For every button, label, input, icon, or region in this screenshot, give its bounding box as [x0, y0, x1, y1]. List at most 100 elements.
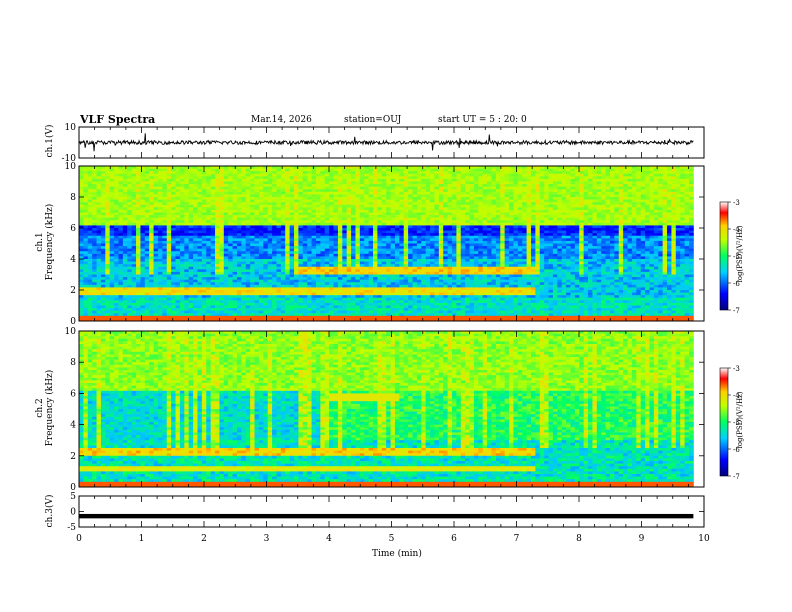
ch1-spectrogram-cell [175, 215, 181, 219]
ch1-spectrogram-cell [96, 297, 102, 301]
ch1-spectrogram-cell [377, 313, 383, 317]
ch1-spectrogram-cell [140, 313, 146, 317]
ch1-spectrogram-cell [298, 197, 304, 200]
ch1-spectrogram-cell [87, 251, 93, 255]
ch1-spectrogram-cell [114, 168, 119, 172]
ch1-spectrogram-cell [241, 243, 247, 247]
ch1-spectrogram-cell [315, 228, 321, 231]
ch1-spectrogram-cell [403, 256, 409, 260]
ch1-spectrogram-cell [215, 259, 220, 262]
ch1-spectrogram-cell [438, 248, 444, 252]
ch1-spectrogram-cell [399, 194, 405, 198]
ch1-spectrogram-cell [100, 230, 106, 234]
ch1-spectrogram-cell [425, 189, 431, 193]
ch1-spectrogram-cell [408, 176, 413, 180]
ch1-spectrogram-cell [315, 202, 321, 206]
ch1-spectrogram-cell [394, 297, 400, 301]
ch1-spectrogram-cell [122, 277, 128, 281]
ch1-spectrogram-cell [140, 310, 146, 314]
ch1-spectrogram-cell [210, 209, 216, 213]
ch1-spectrogram-cell [105, 261, 111, 265]
ch1-spectrogram-cell [105, 287, 111, 291]
ch1-spectrogram-cell [276, 300, 282, 304]
ch1-spectrogram-cell [276, 215, 282, 219]
ch1-spectrogram-cell [100, 178, 106, 182]
ch1-spectrogram-cell [179, 202, 185, 206]
ch1-spectrogram-cell [377, 178, 383, 182]
ch1-spectrogram-cell [114, 302, 119, 306]
ch1-spectrogram-cell [434, 204, 440, 208]
ch1-spectrogram-cell [210, 282, 216, 286]
ch1-spectrogram-cell [337, 238, 343, 242]
ch1-spectrogram-cell [403, 315, 409, 319]
ch1-spectrogram-cell [333, 274, 339, 278]
ch1-spectrogram-cell [346, 199, 352, 203]
ch1-spectrogram-cell [438, 173, 444, 177]
ch1-spectrogram-cell [105, 313, 111, 317]
ch1-spectrogram-cell [408, 168, 413, 172]
ch1-spectrogram-cell [302, 171, 308, 175]
ch1-spectrogram-cell [232, 295, 238, 299]
ch1-spectrogram-cell [368, 282, 374, 286]
ch1-spectrogram-cell [364, 282, 370, 286]
ch1-spectrogram-cell [421, 230, 427, 234]
ch1-spectrogram-cell [157, 284, 163, 288]
ch1-spectrogram-cell [408, 197, 413, 200]
ch1-spectrogram-cell [201, 305, 207, 309]
ch1-spectrogram-cell [342, 181, 348, 185]
ch1-spectrogram-cell [280, 287, 286, 291]
ch1-spectrogram-cell [377, 300, 383, 304]
ch1-spectrogram-cell [320, 220, 326, 224]
ch1-spectrogram-cell [105, 318, 111, 322]
ch1-spectrogram-cell [320, 197, 326, 200]
ch1-spectrogram-cell [399, 230, 405, 234]
ch1-spectrogram-cell [184, 166, 190, 169]
ch1-spectrogram-cell [394, 215, 400, 219]
ch1-spectrogram-cell [298, 284, 304, 288]
ch1-spectrogram-cell [188, 279, 194, 283]
ch1-spectrogram-cell [333, 259, 339, 262]
ch1-spectrogram-cell [276, 243, 282, 247]
ch1-spectrogram-cell [236, 199, 242, 203]
ch1-spectrogram-cell [83, 204, 89, 208]
ch1-spectrogram-cell [368, 235, 374, 239]
ch1-spectrogram-cell [131, 277, 137, 281]
ch1-spectrogram-cell [175, 178, 181, 182]
ch1-spectrogram-cell [127, 215, 133, 219]
ch1-spectrogram-cell [302, 212, 308, 216]
ch1-spectrogram-cell [430, 261, 435, 265]
ch1-spectrogram-cell [430, 251, 435, 255]
ch1-spectrogram-cell [364, 233, 370, 237]
ch1-spectrogram-cell [197, 212, 203, 216]
ch1-spectrogram-cell [232, 217, 238, 221]
ch1-spectrogram-cell [333, 168, 339, 172]
ch1-spectrogram-cell [412, 220, 418, 224]
ch1-spectrogram-cell [184, 246, 190, 250]
ch1-spectrogram-cell [272, 233, 277, 237]
ch1-spectrogram-cell [228, 209, 233, 213]
ch1-spectrogram-cell [430, 235, 435, 239]
ch1-spectrogram-cell [399, 248, 405, 252]
ch1-spectrogram-cell [373, 287, 378, 291]
ch1-spectrogram-cell [294, 184, 299, 188]
ch1-spectrogram-cell [311, 295, 317, 299]
ch1-spectrogram-cell [87, 186, 93, 190]
ch1-spectrogram-cell [329, 269, 334, 273]
ch1-spectrogram-cell [267, 230, 273, 234]
ch1-spectrogram-cell [373, 269, 378, 273]
ch1-spectrogram-cell [140, 259, 146, 262]
ch1-spectrogram-cell [351, 264, 356, 268]
ch1-spectrogram-cell [83, 207, 89, 211]
ch1-spectrogram-cell [144, 166, 150, 169]
ch1-spectrogram-cell [399, 266, 405, 270]
ch1-spectrogram-cell [157, 295, 163, 299]
ch1-spectrogram-cell [373, 204, 378, 208]
ch1-spectrogram-cell [390, 228, 396, 231]
ch1-spectrogram-cell [96, 178, 102, 182]
ch1-spectrogram-cell [351, 207, 356, 211]
ch1-spectrogram-cell [87, 246, 93, 250]
ch1-spectrogram-cell [311, 176, 317, 180]
ch1-spectrogram-cell [215, 171, 220, 175]
ch1-spectrogram-cell [157, 290, 163, 293]
ch1-spectrogram-cell [100, 279, 106, 283]
